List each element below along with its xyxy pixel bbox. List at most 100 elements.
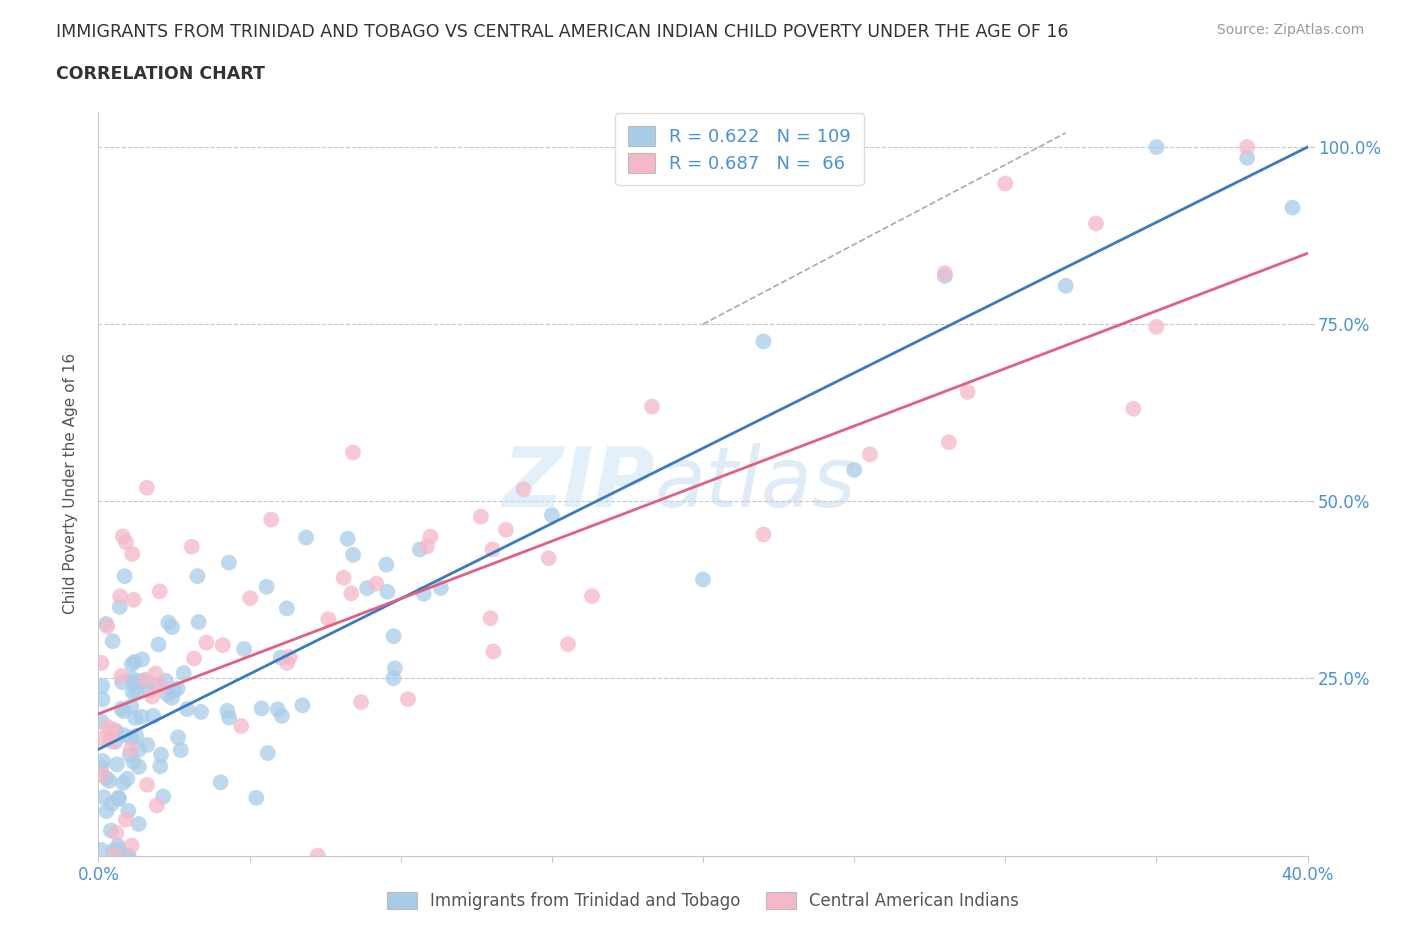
Point: [117, 848, 139, 863]
Point: [136, 737, 159, 752]
Point: [105, 757, 128, 772]
Point: [641, 399, 664, 414]
Point: [195, 635, 218, 650]
Point: [98, 732, 121, 747]
Point: [295, 530, 318, 545]
Point: [110, 701, 132, 716]
Point: [342, 445, 364, 460]
Point: [94, 617, 117, 631]
Point: [1236, 151, 1258, 166]
Point: [115, 812, 138, 827]
Point: [96, 618, 118, 633]
Point: [190, 705, 212, 720]
Point: [1085, 216, 1108, 231]
Point: [350, 695, 373, 710]
Point: [482, 644, 505, 659]
Point: [124, 711, 146, 725]
Point: [114, 569, 136, 584]
Point: [316, 612, 339, 627]
Point: [122, 592, 145, 607]
Point: [149, 759, 172, 774]
Point: [120, 699, 142, 714]
Point: [307, 848, 329, 863]
Point: [336, 531, 359, 546]
Point: [103, 722, 125, 737]
Point: [176, 702, 198, 717]
Point: [481, 542, 503, 557]
Point: [96, 719, 118, 734]
Point: [1144, 319, 1167, 334]
Point: [121, 684, 143, 699]
Point: [129, 673, 152, 688]
Point: [218, 555, 240, 570]
Point: [260, 512, 283, 527]
Y-axis label: Child Poverty Under the Age of 16: Child Poverty Under the Age of 16: [63, 353, 77, 614]
Point: [128, 760, 150, 775]
Point: [117, 771, 139, 786]
Point: [256, 746, 278, 761]
Point: [121, 838, 143, 853]
Point: [994, 176, 1017, 191]
Point: [128, 742, 150, 757]
Point: [111, 529, 134, 544]
Point: [108, 791, 131, 806]
Point: [118, 748, 141, 763]
Point: [844, 462, 866, 477]
Point: [233, 642, 256, 657]
Point: [111, 674, 134, 689]
Point: [187, 615, 209, 630]
Text: Source: ZipAtlas.com: Source: ZipAtlas.com: [1216, 23, 1364, 37]
Point: [157, 615, 180, 630]
Point: [149, 584, 172, 599]
Point: [128, 817, 150, 831]
Point: [91, 679, 114, 694]
Point: [183, 651, 205, 666]
Point: [121, 671, 143, 686]
Point: [90, 760, 112, 775]
Point: [118, 848, 141, 863]
Text: atlas: atlas: [655, 443, 856, 525]
Point: [1122, 402, 1144, 417]
Point: [107, 843, 129, 857]
Point: [131, 710, 153, 724]
Point: [124, 655, 146, 670]
Point: [105, 826, 128, 841]
Point: [186, 569, 208, 584]
Point: [105, 724, 128, 738]
Point: [115, 535, 138, 550]
Point: [117, 804, 139, 818]
Point: [266, 702, 288, 717]
Point: [131, 652, 153, 667]
Point: [108, 600, 131, 615]
Point: [112, 727, 135, 742]
Point: [91, 753, 114, 768]
Point: [145, 678, 167, 693]
Text: CORRELATION CHART: CORRELATION CHART: [56, 65, 266, 83]
Point: [152, 789, 174, 804]
Point: [278, 649, 301, 664]
Point: [110, 669, 132, 684]
Point: [581, 589, 603, 604]
Point: [859, 447, 882, 462]
Point: [170, 743, 193, 758]
Point: [276, 656, 298, 671]
Point: [122, 675, 145, 690]
Point: [108, 589, 131, 604]
Point: [239, 591, 262, 605]
Point: [342, 548, 364, 563]
Point: [91, 692, 114, 707]
Point: [90, 656, 112, 671]
Point: [125, 728, 148, 743]
Point: [160, 690, 183, 705]
Point: [384, 661, 406, 676]
Point: [91, 767, 114, 782]
Point: [160, 619, 183, 634]
Point: [166, 681, 188, 696]
Point: [512, 482, 534, 497]
Point: [938, 434, 960, 449]
Point: [156, 687, 179, 702]
Point: [91, 731, 114, 746]
Point: [149, 747, 172, 762]
Legend: Immigrants from Trinidad and Tobago, Central American Indians: Immigrants from Trinidad and Tobago, Cen…: [381, 885, 1025, 917]
Point: [382, 671, 405, 685]
